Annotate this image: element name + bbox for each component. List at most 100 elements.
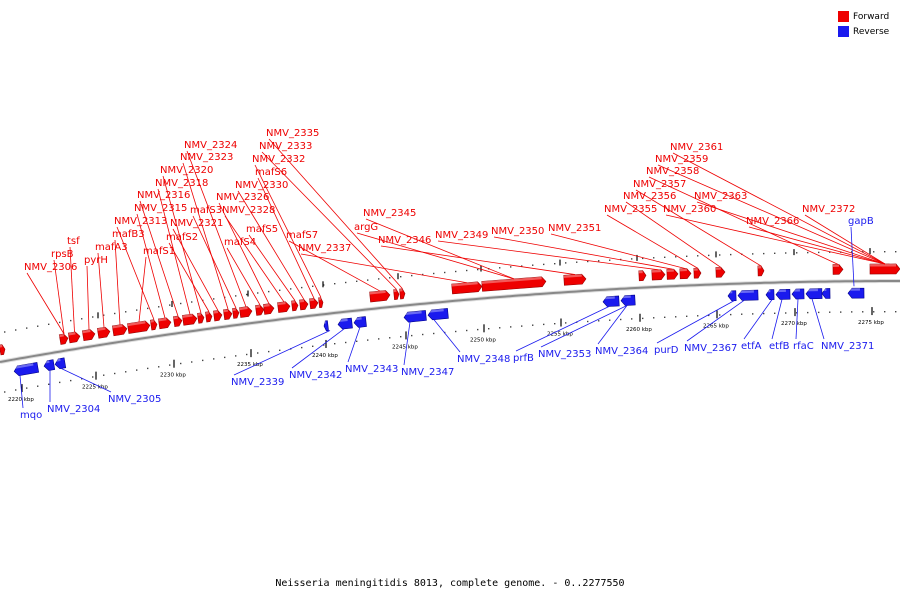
gene-highlight [205, 311, 209, 315]
guide-dot [191, 301, 193, 303]
tick-label: 2225 kbp [82, 385, 108, 391]
label-leader [686, 300, 745, 342]
guide-dot [466, 269, 468, 272]
guide-dot [26, 387, 28, 389]
gene-arrow-forward [393, 289, 400, 300]
forward_labels: NMV_2359 [655, 154, 886, 265]
guide-dot [510, 326, 512, 328]
label-leader [656, 300, 735, 344]
gene-label: mafA3 [95, 242, 128, 253]
forward-swatch [838, 11, 849, 22]
label-leader [540, 305, 628, 348]
gene-arrow-reverse [427, 308, 449, 321]
guide-dot [609, 319, 611, 321]
guide-dot [455, 270, 457, 273]
forward-gene [318, 297, 324, 309]
guide-dot [576, 261, 578, 263]
guide-dot [103, 314, 105, 316]
forward_labels: mafS1 [138, 246, 175, 322]
guide-dot [312, 345, 314, 347]
guide-dot [807, 311, 809, 314]
forward-gene [232, 307, 240, 319]
guide-dot [37, 325, 39, 327]
reverse-gene [821, 288, 831, 299]
guide-dot [499, 327, 501, 329]
gene-highlight [197, 312, 201, 316]
gene-highlight [737, 290, 754, 294]
guide-dot [873, 251, 875, 253]
guide-dot [48, 383, 50, 385]
gene-arrow-reverse [13, 362, 40, 377]
label-leader [771, 299, 783, 340]
gene-arrow-forward [58, 333, 69, 345]
label-leader [168, 242, 210, 312]
guide-dot [532, 324, 534, 326]
forward-gene [399, 288, 406, 300]
gene-label: NMV_2313 [114, 216, 167, 227]
guide-dot [400, 276, 402, 278]
forward_labels: NMV_2328 [222, 205, 285, 303]
gene-label: NMV_2347 [401, 367, 454, 378]
guide-dot [136, 309, 138, 311]
guide-dot [763, 252, 765, 255]
label-leader [648, 176, 839, 265]
guide-dot [235, 295, 237, 297]
guide-dot [279, 349, 281, 351]
gene-arrow-reverse [737, 289, 759, 301]
gene-highlight [13, 363, 34, 370]
guide-dot [719, 314, 721, 316]
guide-dot [697, 315, 699, 317]
gene-arrow-reverse [727, 290, 737, 302]
gene-highlight [602, 296, 615, 300]
guide-dot [202, 359, 204, 362]
label-leader [300, 253, 468, 284]
gene-arrow-forward [213, 310, 223, 322]
forward-gene [291, 300, 299, 312]
label-leader [380, 245, 576, 275]
forward-gene [157, 317, 172, 330]
gene-arrow-forward [638, 270, 647, 282]
forward-gene [369, 290, 391, 303]
guide-dot [257, 352, 259, 354]
gene-label: NMV_2343 [345, 364, 398, 375]
gene-arrow-reverse [847, 287, 865, 299]
forward_labels: NMV_2349 [435, 230, 659, 271]
guide-dot [4, 391, 6, 393]
gene-highlight [481, 276, 542, 284]
gene-label: NMV_2355 [604, 204, 657, 215]
gene-arrow-reverse [791, 288, 805, 300]
gene-arrow-reverse [805, 288, 823, 300]
label-leader [743, 299, 773, 340]
gene-highlight [54, 358, 61, 362]
legend-item-forward: Forward [838, 9, 898, 24]
forward-gene [239, 306, 253, 318]
guide-dot [840, 311, 842, 313]
gene-arrow-forward [651, 269, 666, 281]
gene-label: NMV_2306 [24, 262, 77, 273]
label-leader [162, 175, 202, 313]
legend-item-reverse: Reverse [838, 24, 898, 39]
forward_labels: mafS3 [190, 205, 237, 309]
forward-gene [481, 276, 547, 292]
forward-gene [96, 326, 111, 339]
guide-dot [136, 369, 138, 371]
reverse_labels: NMV_2371 [811, 298, 874, 352]
tick-label: 2250 kbp [470, 337, 496, 343]
gene-arrow-forward [127, 320, 151, 334]
label-leader [403, 321, 411, 366]
gene-label: NMV_2363 [694, 191, 747, 202]
gene-label: etfA [741, 341, 762, 352]
gene-arrow-forward [263, 303, 275, 315]
guide-dot [422, 273, 424, 276]
guide-dot [147, 367, 149, 370]
legend-label-forward: Forward [853, 11, 890, 22]
guide-dot [642, 317, 644, 320]
tick-label: 2235 kbp [237, 362, 263, 368]
forward_labels: rpsB [51, 249, 74, 334]
genome-backbone [0, 280, 900, 363]
gene-label: prfB [513, 353, 534, 364]
gene-label: NMV_2305 [108, 394, 161, 405]
gene-label: NMV_2353 [538, 349, 591, 360]
label-leader [224, 215, 285, 303]
guide-dot [587, 260, 589, 263]
